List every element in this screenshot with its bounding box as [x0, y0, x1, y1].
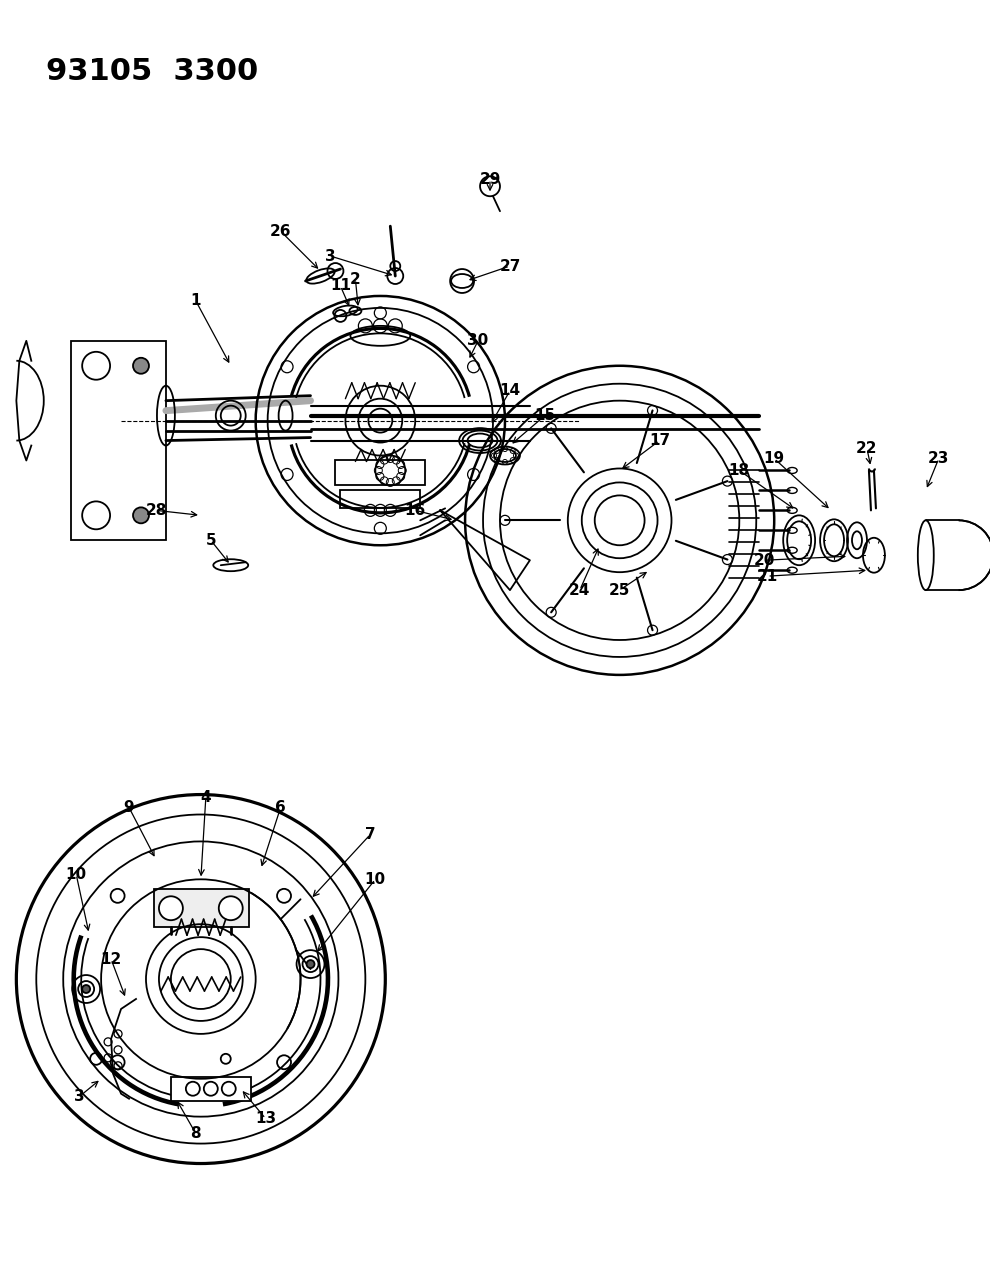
- Text: 19: 19: [764, 451, 785, 465]
- Bar: [170, 1077, 251, 1100]
- Text: 23: 23: [928, 451, 949, 465]
- Text: 9: 9: [124, 799, 135, 815]
- Circle shape: [82, 986, 90, 993]
- Text: 10: 10: [65, 867, 87, 882]
- Text: 13: 13: [255, 1111, 276, 1126]
- Text: 17: 17: [649, 434, 670, 448]
- Text: 30: 30: [468, 333, 489, 348]
- Bar: [341, 491, 420, 509]
- Text: 21: 21: [756, 569, 778, 584]
- Text: 3: 3: [74, 1089, 84, 1104]
- Text: 10: 10: [365, 872, 385, 887]
- Text: 11: 11: [330, 278, 351, 293]
- Bar: [335, 460, 425, 486]
- Circle shape: [306, 960, 314, 968]
- Text: 2: 2: [350, 272, 361, 287]
- Text: 26: 26: [270, 223, 291, 238]
- Ellipse shape: [213, 560, 248, 571]
- Text: 24: 24: [569, 583, 591, 598]
- Bar: [71, 340, 165, 541]
- Circle shape: [219, 896, 243, 921]
- Text: 27: 27: [499, 259, 520, 274]
- Text: 4: 4: [200, 790, 211, 805]
- Text: 29: 29: [480, 172, 500, 187]
- Text: 93105  3300: 93105 3300: [47, 56, 259, 85]
- Circle shape: [133, 358, 149, 374]
- Bar: [154, 889, 249, 927]
- Text: 28: 28: [146, 502, 166, 518]
- Text: 3: 3: [325, 249, 336, 264]
- Text: 20: 20: [753, 553, 775, 567]
- Text: 8: 8: [190, 1126, 201, 1141]
- Text: 6: 6: [275, 799, 286, 815]
- Text: 16: 16: [404, 502, 426, 518]
- Text: 25: 25: [608, 583, 630, 598]
- Text: 18: 18: [728, 463, 750, 478]
- Text: 1: 1: [190, 293, 201, 309]
- Text: 22: 22: [856, 441, 878, 456]
- Circle shape: [133, 507, 149, 523]
- Text: 14: 14: [499, 384, 520, 398]
- Text: 12: 12: [100, 951, 122, 966]
- Circle shape: [159, 896, 183, 921]
- Text: 15: 15: [534, 408, 555, 423]
- Text: 7: 7: [365, 827, 376, 842]
- Text: 5: 5: [205, 533, 216, 548]
